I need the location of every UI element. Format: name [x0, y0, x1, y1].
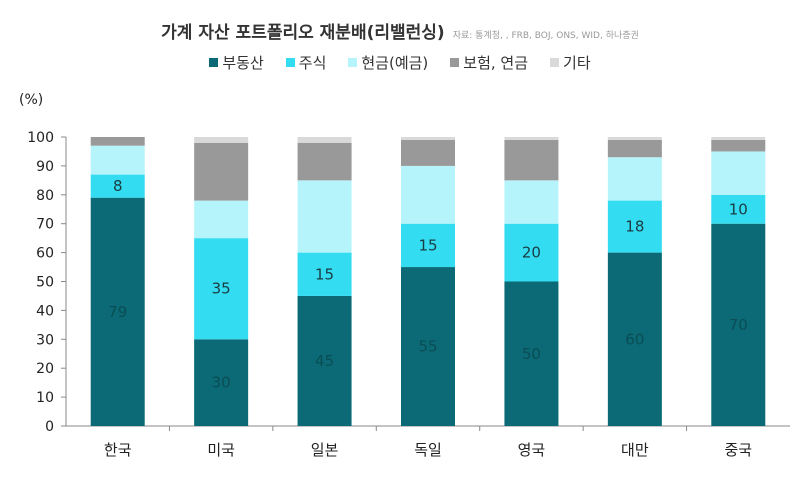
chart-legend: 부동산 주식 현금(예금) 보험, 연금 기타	[0, 52, 800, 73]
x-category-label: 독일	[414, 441, 442, 459]
data-label: 35	[212, 280, 231, 298]
legend-label: 부동산	[222, 54, 264, 72]
legend-item-3: 보험, 연금	[450, 52, 528, 73]
bar-segment	[90, 137, 145, 146]
data-label: 15	[418, 236, 437, 254]
bar-segment	[401, 139, 455, 166]
bar-segment	[297, 252, 352, 296]
bar-segment	[194, 200, 249, 239]
bar-segment	[711, 137, 766, 140]
legend-label: 보험, 연금	[463, 54, 529, 72]
legend-label: 주식	[298, 54, 327, 72]
legend-item-1: 주식	[285, 52, 327, 73]
legend-swatch	[348, 58, 358, 67]
legend-label: 기타	[563, 54, 591, 72]
bar-segment	[401, 223, 455, 268]
bar-segment	[504, 281, 559, 426]
data-label: 15	[315, 265, 334, 283]
legend-item-0: 부동산	[209, 52, 264, 73]
legend-swatch	[285, 58, 295, 67]
y-tick-label: 40	[36, 303, 54, 319]
data-label: 8	[113, 177, 123, 195]
data-label: 30	[212, 374, 231, 392]
data-label: 50	[522, 345, 541, 363]
data-label: 60	[625, 330, 644, 348]
x-category-label: 대만	[621, 441, 649, 459]
bar-segment	[297, 180, 352, 253]
bar-segment	[194, 142, 249, 201]
bar-segment	[711, 151, 766, 195]
bar-segment	[607, 157, 662, 201]
x-category-label: 일본	[311, 441, 339, 459]
y-axis-label: (%)	[19, 92, 43, 108]
y-tick-label: 50	[36, 275, 54, 291]
x-category-label: 중국	[724, 441, 752, 459]
bar-segment	[711, 194, 766, 224]
bar-segment	[90, 174, 145, 198]
legend-swatch	[550, 58, 560, 67]
legend-label: 현금(예금)	[361, 54, 429, 72]
bar-segment	[401, 267, 455, 426]
y-tick-label: 60	[36, 246, 54, 262]
data-label: 55	[418, 338, 437, 356]
legend-item-4: 기타	[550, 52, 591, 73]
x-category-label: 한국	[104, 441, 132, 459]
data-label: 79	[108, 303, 127, 321]
y-tick-label: 80	[36, 188, 54, 204]
bar-segment	[194, 339, 249, 426]
data-label: 20	[522, 244, 541, 262]
data-label: 45	[315, 352, 334, 370]
y-tick-label: 70	[36, 217, 54, 233]
chart-title: 가계 자산 포트폴리오 재분배(리밸런싱)	[161, 23, 445, 43]
bar-segment	[711, 223, 766, 426]
chart-source: 자료: 통계청, , FRB, BOJ, ONS, WID, 하나증권	[452, 31, 639, 41]
bar-segment	[401, 165, 455, 224]
y-tick-label: 100	[27, 130, 54, 146]
bar-segment	[90, 145, 145, 175]
legend-item-2: 현금(예금)	[348, 52, 428, 73]
data-label: 18	[625, 218, 644, 236]
data-label: 70	[729, 316, 748, 334]
x-category-label: 영국	[518, 441, 546, 459]
bar-segment	[194, 238, 249, 340]
bar-segment	[297, 142, 352, 181]
bar-segment	[504, 180, 559, 224]
bar-segment	[194, 137, 249, 143]
bar-segment	[607, 200, 662, 253]
bar-segment	[90, 197, 145, 426]
y-tick-label: 10	[36, 390, 54, 406]
bar-segment	[297, 295, 352, 426]
bar-segment	[607, 137, 662, 140]
chart-title-block: 가계 자산 포트폴리오 재분배(리밸런싱) 자료: 통계청, , FRB, BOJ…	[0, 18, 800, 43]
bar-segment	[607, 252, 662, 426]
data-label: 10	[729, 200, 748, 218]
bar-segment	[401, 137, 455, 140]
y-tick-label: 20	[36, 361, 54, 377]
legend-swatch	[209, 58, 219, 67]
bar-segment	[504, 139, 559, 181]
x-category-label: 미국	[207, 441, 235, 459]
bar-segment	[504, 223, 559, 282]
legend-swatch	[450, 58, 460, 67]
bar-segment	[711, 139, 766, 152]
bar-segment	[297, 137, 352, 143]
y-tick-label: 30	[36, 332, 54, 348]
bar-segment	[504, 137, 559, 140]
bar-segment	[607, 139, 662, 158]
y-tick-label: 0	[45, 419, 54, 435]
y-tick-label: 90	[36, 159, 54, 175]
